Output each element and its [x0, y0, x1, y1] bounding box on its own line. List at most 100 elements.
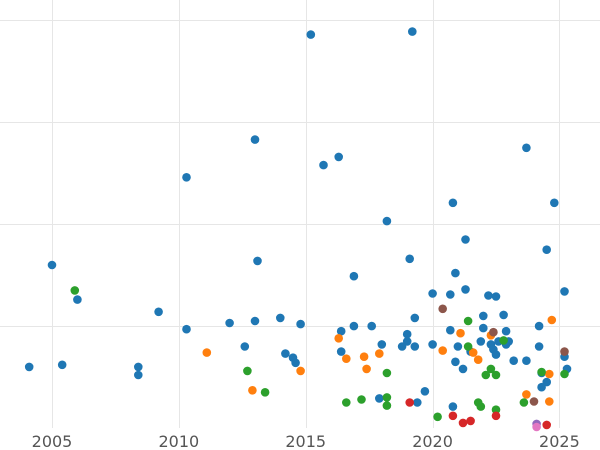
data-point-blue [154, 307, 163, 317]
data-point-brown [438, 304, 448, 314]
data-point-blue [334, 152, 344, 162]
data-point-brown [489, 327, 498, 337]
data-point-blue [291, 358, 300, 368]
data-point-red [448, 411, 458, 421]
x-axis-ticks: 2005 2010 2015 2020 2025 [32, 432, 580, 450]
data-point-orange [202, 348, 212, 357]
data-point-red [405, 398, 415, 407]
data-point-green [499, 336, 508, 345]
grid [0, 0, 600, 428]
data-point-blue [491, 350, 501, 359]
data-point-green [357, 395, 366, 404]
data-point-blue [522, 356, 531, 366]
data-point-blue [276, 313, 285, 323]
data-point-green [537, 367, 546, 377]
data-point-blue [182, 173, 191, 182]
data-point-blue [382, 216, 392, 226]
data-point-blue [306, 30, 316, 39]
data-point-orange [334, 334, 344, 343]
data-point-orange [359, 352, 369, 362]
data-point-orange [375, 349, 384, 358]
x-tick-label: 2015 [285, 432, 326, 450]
data-point-blue [375, 394, 384, 403]
data-point-blue [448, 402, 458, 411]
data-point-blue [336, 326, 346, 336]
data-point-blue [451, 268, 460, 278]
data-point-blue [408, 27, 417, 36]
data-point-orange [545, 397, 554, 406]
data-point-blue [476, 337, 486, 346]
data-point-blue [428, 289, 437, 298]
data-point-blue [182, 324, 191, 334]
data-point-blue [461, 235, 470, 244]
data-point-green [560, 369, 569, 379]
data-point-blue [250, 135, 260, 144]
data-point-green [481, 370, 491, 380]
data-point-green [382, 393, 392, 402]
data-point-blue [491, 292, 501, 301]
data-point-blue [410, 313, 420, 323]
data-point-blue [250, 316, 260, 326]
x-tick-label: 2020 [412, 432, 453, 450]
data-point-blue [24, 362, 34, 372]
data-point-blue [451, 357, 460, 367]
data-point-blue [446, 325, 455, 335]
data-point-green [382, 401, 392, 410]
data-point-blue [410, 342, 420, 351]
data-point-blue [240, 342, 250, 351]
data-point-blue [57, 360, 67, 370]
data-point-blue [377, 340, 387, 349]
x-tick-label: 2025 [539, 432, 580, 450]
data-point-blue [499, 310, 508, 320]
data-point-orange [547, 315, 557, 325]
data-point-blue [484, 291, 493, 300]
x-tick-label: 2005 [32, 432, 73, 450]
data-point-blue [461, 285, 470, 294]
data-point-red [458, 418, 468, 428]
data-point-blue [367, 321, 377, 331]
data-point-red [491, 411, 501, 421]
data-point-blue [134, 362, 143, 372]
data-point-orange [456, 328, 465, 338]
data-point-orange [473, 355, 483, 365]
data-point-blue [253, 256, 262, 266]
data-point-brown [529, 397, 539, 406]
data-point-blue [73, 295, 82, 304]
data-point-red [466, 416, 475, 426]
data-point-blue [458, 364, 468, 374]
data-point-green [342, 398, 351, 407]
data-point-brown [560, 347, 569, 356]
data-point-orange [248, 386, 257, 395]
data-point-orange [438, 346, 448, 355]
data-point-green [491, 370, 501, 380]
data-point-blue [550, 198, 559, 208]
data-point-blue [453, 342, 463, 351]
data-point-blue [542, 245, 551, 254]
data-point-blue [349, 321, 359, 331]
data-point-blue [413, 398, 422, 407]
data-point-orange [296, 366, 305, 376]
data-point-blue [522, 143, 531, 153]
data-point-blue [428, 340, 437, 349]
data-point-green [486, 364, 496, 374]
data-point-green [433, 412, 442, 422]
data-point-blue [479, 323, 488, 333]
data-point-green [463, 316, 473, 326]
data-point-green [243, 366, 252, 376]
data-point-blue [402, 337, 412, 346]
data-point-red [542, 420, 551, 430]
data-point-blue [319, 160, 328, 170]
data-point-blue [479, 311, 488, 321]
data-point-blue [446, 290, 455, 299]
data-point-blue [336, 347, 346, 356]
data-point-blue [349, 271, 359, 281]
data-point-orange [468, 348, 478, 357]
data-point-blue [509, 356, 518, 366]
data-point-blue [560, 287, 569, 296]
data-point-green [476, 402, 486, 411]
data-point-blue [534, 342, 544, 351]
data-point-green [382, 368, 392, 378]
data-point-blue [47, 260, 57, 270]
data-point-blue [501, 326, 511, 336]
